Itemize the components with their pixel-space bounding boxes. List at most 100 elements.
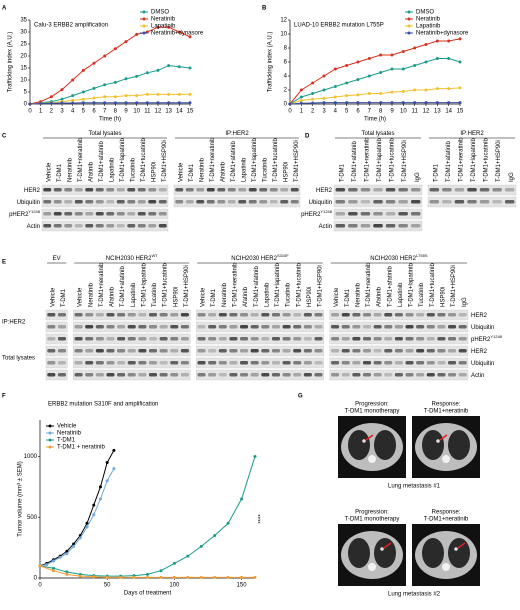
blot-band — [448, 361, 457, 365]
data-point — [390, 53, 394, 57]
series-line — [289, 58, 461, 105]
blot-band — [394, 325, 403, 329]
blot-band — [373, 188, 383, 192]
data-point — [322, 74, 326, 78]
blot-band — [467, 188, 477, 192]
lane-label: Neratinib — [88, 282, 94, 307]
blot-band — [416, 373, 425, 377]
data-point — [51, 559, 55, 563]
blot-band — [229, 361, 238, 365]
blot-band — [282, 337, 291, 341]
row-label: Actin — [27, 224, 40, 230]
lane-label: T-DM1+HSP90i — [184, 265, 190, 307]
blot-band — [74, 188, 83, 192]
blot-band — [238, 188, 247, 192]
lane-label: T-DM1 — [61, 288, 67, 307]
blot-band — [175, 200, 184, 204]
blot-band — [282, 361, 291, 365]
blot-strip — [196, 321, 324, 333]
blot-band — [229, 313, 238, 317]
blot-band — [197, 325, 206, 329]
ct-spine — [442, 455, 450, 463]
blot-band — [208, 373, 217, 377]
blot-band — [416, 313, 425, 317]
y-tick-label: 15 — [20, 66, 27, 72]
x-tick-label: 100 — [169, 583, 180, 589]
data-point — [345, 94, 349, 98]
blot-band — [137, 188, 146, 192]
data-point — [71, 78, 75, 82]
lane-label: T-DM1+neratinib — [99, 262, 105, 307]
blot-band — [426, 337, 435, 341]
blot-band — [138, 361, 147, 365]
blot-band — [373, 325, 382, 329]
blot-band — [314, 325, 323, 329]
lane-label: T-DM1 — [345, 288, 351, 307]
blot-band — [57, 361, 66, 365]
blot-band — [138, 373, 147, 377]
blot-band — [458, 313, 467, 317]
series-line — [289, 87, 461, 105]
blot-strip — [196, 333, 324, 345]
blot-band — [138, 325, 147, 329]
x-tick-label: 10 — [400, 109, 407, 115]
blot-band — [405, 325, 414, 329]
row-label-main: Ubiquitin — [471, 361, 494, 367]
blot-strip — [41, 184, 169, 196]
group-title: EV — [53, 256, 61, 262]
data-point — [333, 67, 337, 71]
data-point — [401, 67, 405, 71]
panel-letter: C — [2, 134, 7, 140]
x-tick-label: 0 — [38, 583, 42, 589]
lane-label: T-DM1+lapatinib — [377, 137, 383, 182]
blot-strip — [196, 357, 324, 369]
blot-band — [106, 373, 115, 377]
blot-band — [85, 200, 94, 204]
blot-band — [217, 188, 226, 192]
data-point — [199, 575, 203, 579]
data-point — [424, 60, 428, 64]
blot-band — [227, 200, 236, 204]
blot-band — [437, 349, 446, 353]
blot-band — [290, 188, 299, 192]
blot-band — [137, 212, 146, 216]
blot-band — [117, 373, 126, 377]
lane-label: Vehicle — [201, 287, 207, 307]
data-point — [156, 68, 160, 72]
blot-band — [64, 212, 73, 216]
blot-band — [148, 337, 158, 341]
x-axis-label: Time (h) — [364, 117, 386, 123]
row-label-main: Actin — [471, 373, 484, 379]
data-point — [38, 564, 42, 568]
blot-band — [271, 349, 280, 353]
side-label: Total lysates — [2, 356, 35, 362]
ct-lung — [448, 430, 470, 460]
x-tick-label: 4 — [71, 109, 75, 115]
blot-band — [248, 188, 257, 192]
blot-band — [196, 200, 205, 204]
blot-band — [250, 313, 259, 317]
data-point — [367, 74, 371, 78]
x-tick-label: 9 — [390, 109, 394, 115]
blot-band — [218, 373, 227, 377]
y-tick-label: 0 — [34, 576, 38, 582]
blot-band — [85, 337, 94, 341]
image-label: T-DM1+neratinib — [424, 517, 469, 523]
blot-band — [352, 361, 361, 365]
blot-band — [116, 212, 125, 216]
blot-band — [208, 325, 217, 329]
blot-band — [398, 200, 408, 204]
blot-band — [362, 373, 372, 377]
blot-band — [85, 361, 94, 365]
series-line — [39, 456, 256, 577]
data-point — [435, 101, 439, 105]
blot-band — [384, 313, 393, 317]
group-title-main: IP:HER2 — [460, 131, 484, 137]
image-label: Progression: — [355, 510, 389, 516]
data-point — [28, 102, 32, 106]
lane-label: T-DM1 — [189, 163, 195, 182]
group-title: Total lysates — [361, 131, 394, 137]
data-point — [156, 25, 160, 29]
blot-band — [138, 349, 147, 353]
data-point — [311, 97, 315, 101]
